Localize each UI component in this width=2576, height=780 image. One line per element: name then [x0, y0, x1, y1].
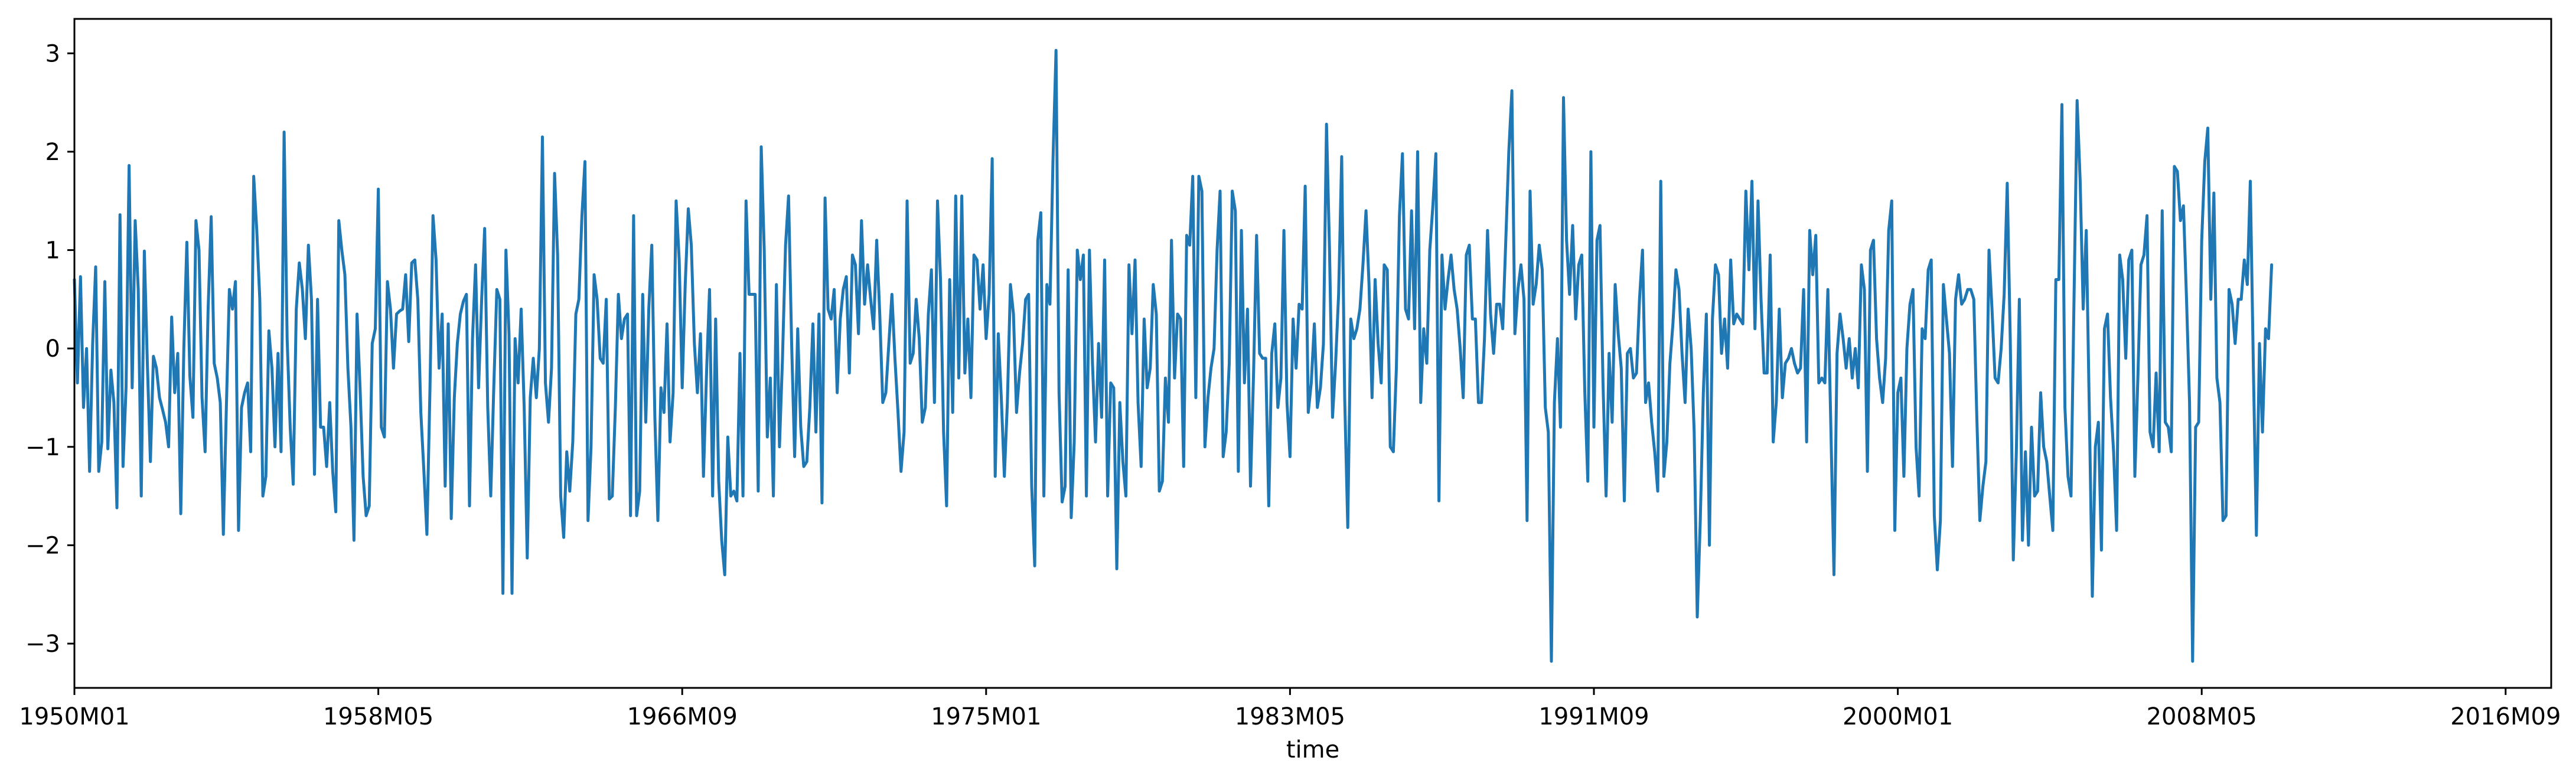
y-tick-label: −3 — [25, 631, 60, 658]
x-axis-label: time — [1286, 736, 1339, 763]
y-tick-label: −1 — [25, 434, 60, 461]
y-tick-label: 0 — [45, 335, 60, 363]
y-tick-label: −2 — [25, 532, 60, 559]
x-tick-label: 1975M01 — [931, 703, 1041, 730]
x-tick-label: 1966M09 — [627, 703, 738, 730]
y-tick-label: 3 — [45, 40, 60, 67]
x-axis: 1950M01 1958M05 1966M09 1975M01 1983M05 1991M… — [19, 688, 2561, 730]
x-tick-label: 2008M05 — [2147, 703, 2257, 730]
x-tick-label: 1950M01 — [19, 703, 129, 730]
x-tick-label: 1958M05 — [323, 703, 433, 730]
axes-frame — [73, 18, 2552, 689]
y-tick-label: 1 — [45, 237, 60, 265]
series-line — [73, 48, 2274, 663]
x-tick-label: 1983M05 — [1235, 703, 1345, 730]
x-tick-label: 1991M09 — [1538, 703, 1649, 730]
y-axis: 3 2 1 0 −1 −2 −3 — [25, 40, 74, 658]
x-tick-label: 2000M01 — [1843, 703, 1953, 730]
x-tick-label: 2016M09 — [2450, 703, 2561, 730]
y-tick-label: 2 — [45, 139, 60, 166]
